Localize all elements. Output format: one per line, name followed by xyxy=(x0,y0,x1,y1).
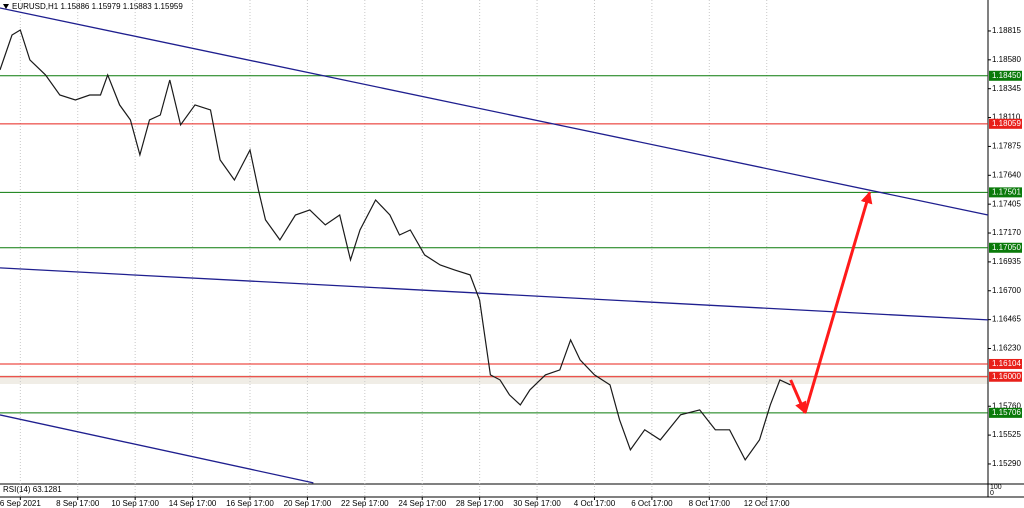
header-icon xyxy=(3,4,9,9)
x-tick-label: 28 Sep 17:00 xyxy=(456,499,504,508)
level-label: 1.18059 xyxy=(992,119,1021,128)
x-tick-label: 8 Sep 17:00 xyxy=(56,499,100,508)
price-line xyxy=(0,29,791,462)
level-tag xyxy=(989,118,1022,129)
rsi-label: RSI(14) 63.1281 xyxy=(3,485,62,494)
chart-title: EURUSD,H1 1.15886 1.15979 1.15883 1.1595… xyxy=(12,2,183,11)
y-tick-label: 1.18580 xyxy=(992,55,1021,64)
x-tick-label: 4 Oct 17:00 xyxy=(574,499,616,508)
x-tick-label: 6 Sep 2021 xyxy=(0,499,41,508)
y-tick-label: 1.15760 xyxy=(992,401,1021,410)
level-label: 1.18450 xyxy=(992,71,1021,80)
level-label: 1.17501 xyxy=(992,187,1021,196)
level-tag xyxy=(989,407,1022,418)
level-tag xyxy=(989,371,1022,382)
x-tick-label: 30 Sep 17:00 xyxy=(513,499,561,508)
y-tick-label: 1.17405 xyxy=(992,199,1021,208)
x-tick-label: 8 Oct 17:00 xyxy=(689,499,731,508)
level-tag xyxy=(989,70,1022,81)
y-tick-label: 1.16935 xyxy=(992,257,1021,266)
level-label: 1.16000 xyxy=(992,372,1021,381)
trend-line xyxy=(0,7,989,216)
level-tag xyxy=(989,187,1022,198)
rsi-tick-label: 0 xyxy=(990,490,994,497)
trend-line xyxy=(0,267,989,321)
y-tick-label: 1.18110 xyxy=(992,113,1021,122)
trend-line xyxy=(0,414,314,484)
forecast-arrow xyxy=(803,191,873,414)
x-tick-label: 24 Sep 17:00 xyxy=(398,499,446,508)
zone xyxy=(0,375,988,384)
y-tick-label: 1.16230 xyxy=(992,344,1021,353)
level-tag xyxy=(989,242,1022,253)
x-tick-label: 20 Sep 17:00 xyxy=(284,499,332,508)
level-label: 1.17050 xyxy=(992,243,1021,252)
y-tick-label: 1.15525 xyxy=(992,430,1021,439)
y-tick-label: 1.18345 xyxy=(992,84,1021,93)
level-tag xyxy=(989,358,1022,369)
y-tick-label: 1.17640 xyxy=(992,170,1021,179)
x-tick-label: 12 Oct 17:00 xyxy=(744,499,790,508)
x-tick-label: 10 Sep 17:00 xyxy=(111,499,159,508)
y-tick-label: 1.16465 xyxy=(992,315,1021,324)
x-tick-label: 6 Oct 17:00 xyxy=(631,499,673,508)
rsi-tick-label: 100 xyxy=(990,484,1002,491)
y-tick-label: 1.17875 xyxy=(992,142,1021,151)
x-tick-label: 16 Sep 17:00 xyxy=(226,499,274,508)
y-tick-label: 1.16700 xyxy=(992,286,1021,295)
y-tick-label: 1.18815 xyxy=(992,26,1021,35)
level-label: 1.16104 xyxy=(992,359,1021,368)
y-tick-label: 1.17170 xyxy=(992,228,1021,237)
y-tick-label: 1.15290 xyxy=(992,459,1021,468)
x-tick-label: 14 Sep 17:00 xyxy=(169,499,217,508)
level-label: 1.15706 xyxy=(992,408,1021,417)
x-tick-label: 22 Sep 17:00 xyxy=(341,499,389,508)
forecast-arrow xyxy=(789,379,807,414)
